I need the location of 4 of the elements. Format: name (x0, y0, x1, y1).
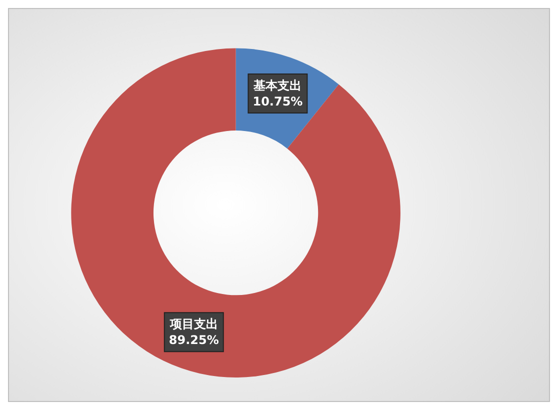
data-label: 89.25% (168, 333, 219, 348)
slice-label: 项目支出 (168, 317, 218, 332)
data-label: 10.75% (252, 94, 303, 109)
slice-label: 基本支出 (252, 78, 302, 93)
